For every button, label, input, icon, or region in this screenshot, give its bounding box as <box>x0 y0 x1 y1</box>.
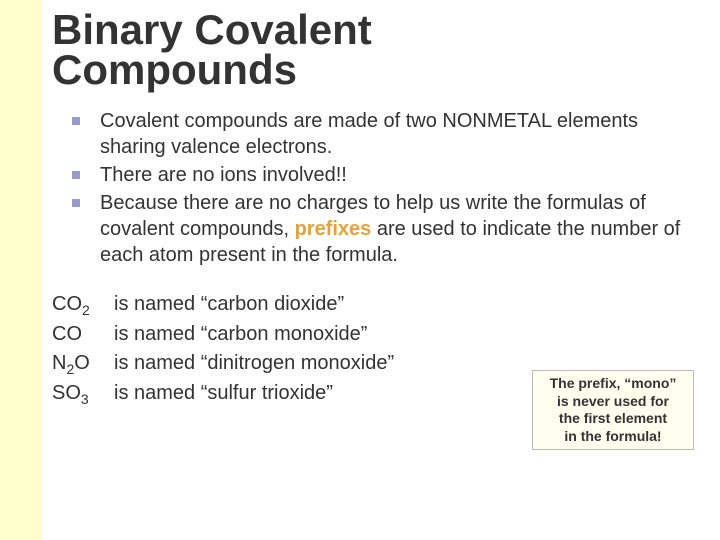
example-name: is named “carbon dioxide” <box>114 290 344 320</box>
bullet-text-1: Covalent compounds are made of two NONME… <box>100 108 702 160</box>
list-item: Because there are no charges to help us … <box>72 190 702 268</box>
bullet-text-2: There are no ions involved!! <box>100 162 347 188</box>
list-item: Covalent compounds are made of two NONME… <box>72 108 702 160</box>
square-bullet-icon <box>72 171 80 179</box>
formula-base: CO <box>52 293 82 315</box>
slide-content: Binary Covalent Compounds Covalent compo… <box>52 10 702 410</box>
square-bullet-icon <box>72 199 80 207</box>
formula-co: CO <box>52 320 114 349</box>
b1-pre: Covalent compounds are made of two <box>100 110 442 132</box>
example-name: is named “sulfur trioxide” <box>114 379 333 409</box>
formula-base: SO <box>52 382 81 404</box>
example-row: CO is named “carbon monoxide” <box>52 320 702 349</box>
b1-nonmetal: NONMETAL <box>442 110 551 132</box>
callout-line-4: in the formula! <box>564 428 661 444</box>
formula-so3: SO3 <box>52 379 114 409</box>
example-name: is named “carbon monoxide” <box>114 320 367 349</box>
example-row: CO2 is named “carbon dioxide” <box>52 290 702 320</box>
formula-sub: 3 <box>81 391 89 407</box>
bullet-list: Covalent compounds are made of two NONME… <box>72 108 702 268</box>
formula-base2: O <box>74 352 90 374</box>
callout-line-3: the first element <box>559 410 667 426</box>
callout-line-2: is never used for <box>557 393 669 409</box>
bullet-text-3: Because there are no charges to help us … <box>100 190 702 268</box>
list-item: There are no ions involved!! <box>72 162 702 188</box>
formula-base: CO <box>52 323 82 345</box>
example-name: is named “dinitrogen monoxide” <box>114 349 394 379</box>
callout-box: The prefix, “mono” is never used for the… <box>532 370 694 450</box>
slide-title: Binary Covalent Compounds <box>52 10 702 90</box>
formula-base: N <box>52 352 66 374</box>
square-bullet-icon <box>72 117 80 125</box>
prefixes-word: prefixes <box>295 218 372 240</box>
callout-line-1: The prefix, “mono” <box>550 375 677 391</box>
formula-n2o: N2O <box>52 349 114 379</box>
title-line-2: Compounds <box>52 46 297 93</box>
formula-sub: 2 <box>82 302 90 318</box>
formula-co2: CO2 <box>52 290 114 320</box>
left-sidebar <box>0 0 42 540</box>
